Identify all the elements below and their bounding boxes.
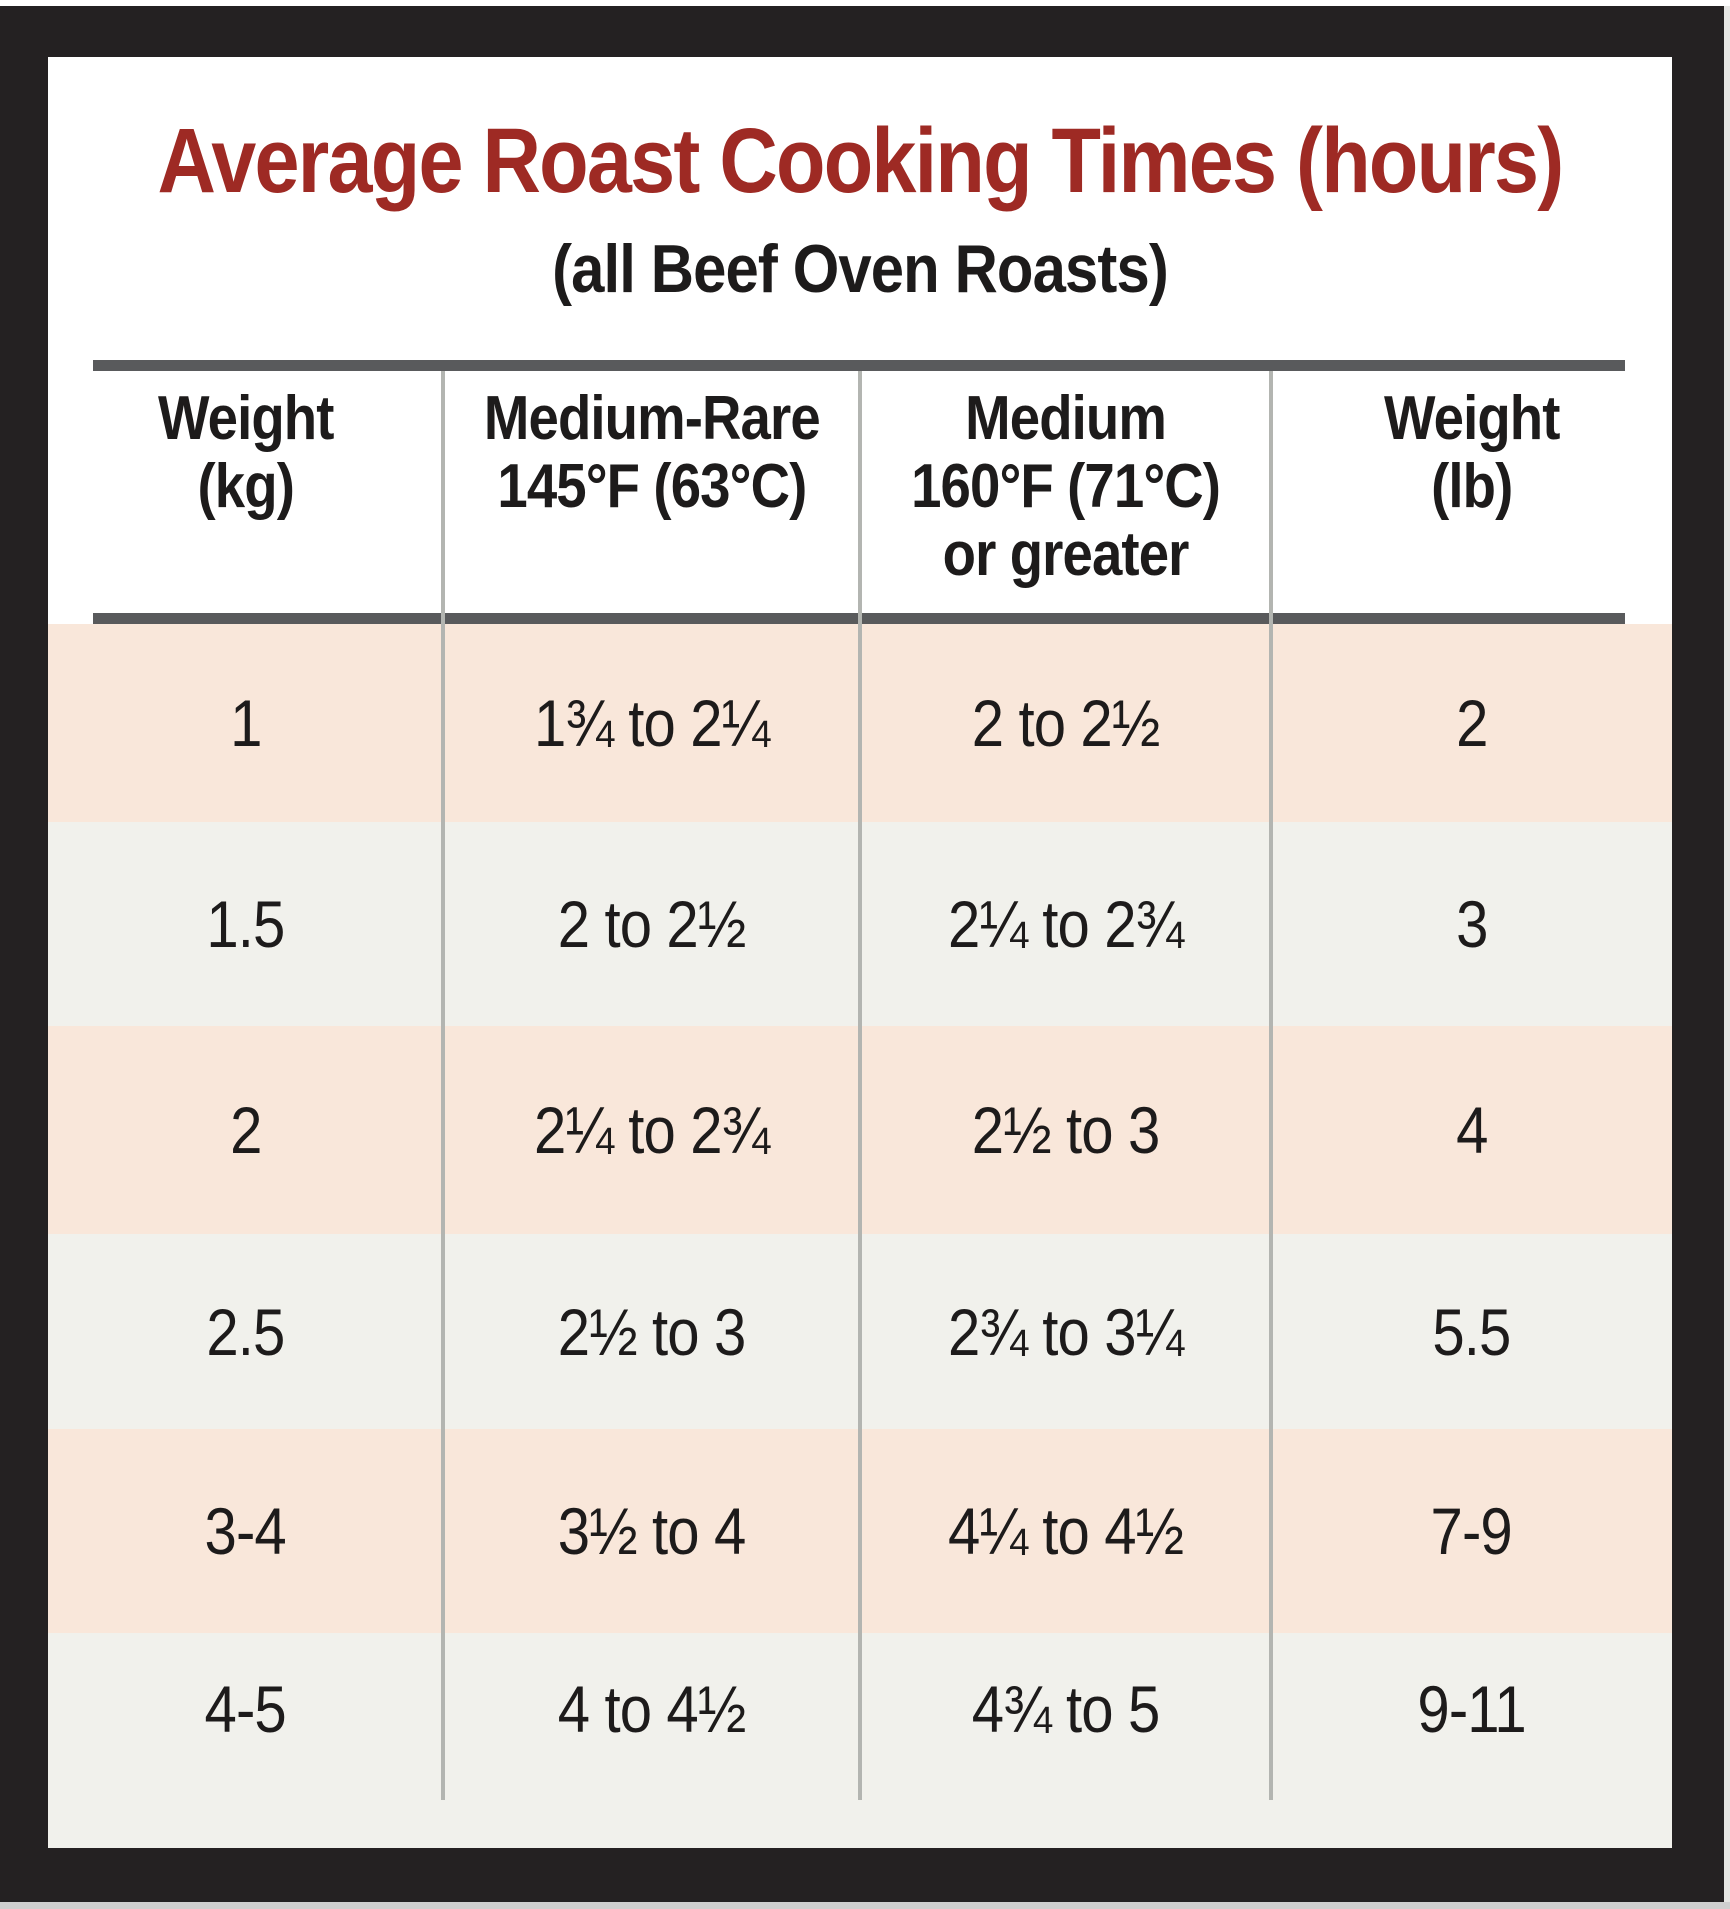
header-cell-medium: Medium 160°F (71°C) or greater	[860, 371, 1271, 613]
cell-value: 4 to 4½	[557, 1672, 746, 1746]
cell-value: 1	[229, 686, 262, 760]
cell-value: 1¾ to 2¼	[533, 686, 770, 760]
cell-medium-rare-time: 2½ to 3	[443, 1234, 860, 1429]
cell-value: 2	[229, 1093, 262, 1167]
cell-value: 2¼ to 2¾	[947, 887, 1184, 961]
cell-weight-kg: 2.5	[48, 1234, 443, 1429]
cell-value: 3-4	[204, 1494, 287, 1568]
column-divider	[1269, 371, 1273, 1800]
cell-value: 2½ to 3	[971, 1093, 1160, 1167]
cell-medium-rare-time: 2 to 2½	[443, 822, 860, 1026]
column-divider	[441, 371, 445, 1800]
cell-medium-rare-time: 4 to 4½	[443, 1633, 860, 1848]
cell-weight-lb: 5.5	[1271, 1234, 1672, 1429]
cell-medium-rare-time: 3½ to 4	[443, 1429, 860, 1633]
cell-value: 2 to 2½	[557, 887, 746, 961]
cell-weight-lb: 9-11	[1271, 1633, 1672, 1848]
cell-value: 1.5	[206, 887, 285, 961]
cell-value: 9-11	[1417, 1672, 1526, 1746]
cell-value: 3	[1455, 887, 1488, 961]
cell-value: 5.5	[1432, 1294, 1511, 1369]
cell-value: 4¾ to 5	[971, 1672, 1160, 1746]
header-label-medium-rare: Medium-Rare 145°F (63°C)	[483, 384, 821, 522]
cell-weight-kg: 1	[48, 624, 443, 822]
edge-highlight-bottom	[0, 1902, 1730, 1909]
cell-medium-time: 2 to 2½	[860, 624, 1271, 822]
cell-medium-time: 2¾ to 3¼	[860, 1234, 1271, 1429]
cell-weight-lb: 3	[1271, 822, 1672, 1026]
header-label-weight-kg: Weight (kg)	[157, 384, 334, 522]
cell-medium-rare-time: 1¾ to 2¼	[443, 624, 860, 822]
header-cell-weight-kg: Weight (kg)	[48, 371, 443, 613]
header-rule-top	[93, 360, 1625, 371]
chart-subtitle: (all Beef Oven Roasts)	[552, 231, 1169, 307]
cell-weight-lb: 7-9	[1271, 1429, 1672, 1633]
edge-highlight-top	[0, 0, 1730, 6]
header-label-medium: Medium 160°F (71°C) or greater	[910, 384, 1221, 590]
cell-weight-kg: 2	[48, 1026, 443, 1234]
column-divider	[858, 371, 862, 1800]
header-cell-weight-lb: Weight (lb)	[1271, 371, 1672, 613]
cell-medium-rare-time: 2¼ to 2¾	[443, 1026, 860, 1234]
cell-medium-time: 2¼ to 2¾	[860, 822, 1271, 1026]
cell-value: 3½ to 4	[557, 1494, 746, 1568]
cell-value: 2¼ to 2¾	[533, 1093, 770, 1167]
header-cell-medium-rare: Medium-Rare 145°F (63°C)	[443, 371, 860, 613]
edge-highlight-right	[1724, 6, 1730, 1902]
cell-medium-time: 2½ to 3	[860, 1026, 1271, 1234]
cell-value: 4¼ to 4½	[947, 1494, 1184, 1568]
cell-weight-lb: 4	[1271, 1026, 1672, 1234]
cell-value: 2¾ to 3¼	[947, 1294, 1184, 1369]
cell-value: 4	[1455, 1093, 1488, 1167]
cell-value: 7-9	[1430, 1494, 1513, 1568]
header-label-weight-lb: Weight (lb)	[1383, 384, 1560, 522]
cell-weight-kg: 3-4	[48, 1429, 443, 1633]
cell-weight-kg: 1.5	[48, 822, 443, 1026]
cell-weight-kg: 4-5	[48, 1633, 443, 1848]
cell-value: 2	[1455, 686, 1488, 760]
cell-weight-lb: 2	[1271, 624, 1672, 822]
cell-medium-time: 4¼ to 4½	[860, 1429, 1271, 1633]
table-panel: Average Roast Cooking Times (hours) (all…	[48, 57, 1672, 1848]
cell-value: 2.5	[206, 1294, 285, 1369]
cell-medium-time: 4¾ to 5	[860, 1633, 1271, 1848]
cell-value: 2½ to 3	[557, 1294, 746, 1369]
chart-title: Average Roast Cooking Times (hours)	[157, 110, 1565, 212]
cell-value: 4-5	[204, 1672, 287, 1746]
cell-value: 2 to 2½	[971, 686, 1160, 760]
